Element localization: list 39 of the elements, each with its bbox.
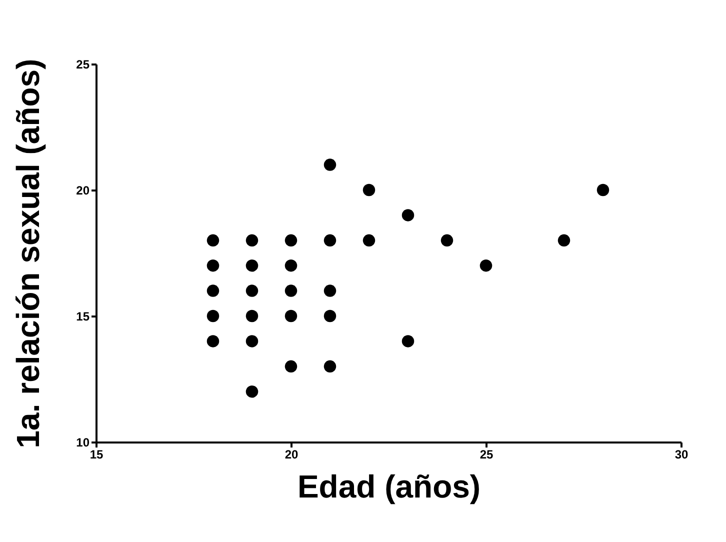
point: [206, 259, 220, 272]
point: [324, 234, 336, 247]
point: [246, 310, 258, 322]
point: [246, 259, 258, 272]
point: [246, 385, 258, 398]
point: [440, 234, 454, 247]
point: [246, 284, 258, 297]
point: [558, 234, 570, 247]
point: [402, 209, 414, 222]
point: [206, 284, 220, 297]
point: [246, 234, 258, 247]
x-tick-label: 20: [284, 448, 298, 462]
point: [206, 310, 220, 322]
point: [596, 184, 610, 196]
point: [324, 310, 336, 322]
point: [324, 158, 336, 171]
point: [246, 335, 258, 348]
y-tick-label: 10: [76, 436, 90, 450]
x-tick-label: 25: [480, 448, 494, 462]
point: [324, 284, 336, 297]
y-tick-label: 15: [76, 310, 90, 324]
point: [284, 360, 298, 373]
x-axis-title: Edad (años): [297, 468, 481, 504]
point: [206, 335, 220, 348]
point: [362, 234, 376, 247]
point: [402, 335, 414, 348]
x-tick-label: 30: [674, 448, 688, 462]
y-axis-title: 1a. relación sexual (años): [10, 58, 46, 448]
point: [284, 310, 298, 322]
point: [284, 234, 298, 247]
point: [206, 234, 220, 247]
x-tick-label: 15: [90, 448, 104, 462]
y-tick-label: 25: [76, 58, 90, 72]
point: [362, 184, 376, 196]
y-tick-label: 20: [76, 184, 90, 198]
point: [284, 284, 298, 297]
point: [324, 360, 336, 373]
point: [284, 259, 298, 272]
point: [480, 259, 492, 272]
